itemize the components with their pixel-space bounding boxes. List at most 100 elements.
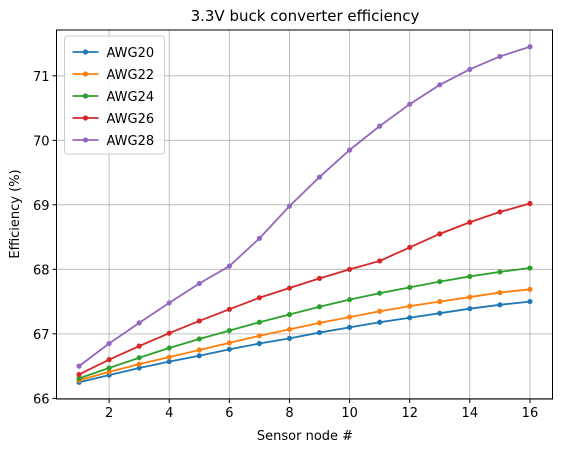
point xyxy=(256,295,263,301)
point xyxy=(527,200,533,207)
point xyxy=(166,354,172,360)
point xyxy=(316,304,323,310)
point xyxy=(407,101,413,107)
point xyxy=(166,345,172,351)
point xyxy=(136,365,142,371)
series-line xyxy=(78,267,531,380)
point xyxy=(377,123,383,129)
point xyxy=(226,328,232,334)
y-tick-label: 69 xyxy=(33,199,50,214)
point xyxy=(136,355,142,361)
point xyxy=(377,308,383,314)
legend-label: AWG26 xyxy=(107,112,155,127)
x-tick-label: 12 xyxy=(401,406,418,421)
legend-label: AWG28 xyxy=(107,134,155,149)
point xyxy=(497,289,503,296)
point xyxy=(136,320,142,326)
point xyxy=(166,300,172,306)
legend-marker xyxy=(82,115,89,121)
x-tick-label: 16 xyxy=(522,406,539,421)
point xyxy=(346,314,353,320)
point xyxy=(196,347,202,353)
legend-label: AWG24 xyxy=(107,90,155,105)
point xyxy=(527,298,533,305)
point xyxy=(196,318,202,324)
x-tick-label: 14 xyxy=(462,406,479,421)
point xyxy=(407,315,413,321)
plot-frame xyxy=(56,29,553,400)
point xyxy=(256,340,263,347)
point xyxy=(166,330,172,336)
point xyxy=(467,273,473,280)
point xyxy=(76,375,82,381)
point xyxy=(527,265,533,271)
point xyxy=(377,258,383,264)
point xyxy=(407,244,413,251)
point xyxy=(226,340,232,346)
point xyxy=(346,266,353,272)
point xyxy=(196,280,202,287)
point xyxy=(437,231,443,237)
point xyxy=(346,324,353,330)
point xyxy=(316,329,323,336)
point xyxy=(437,310,443,316)
point xyxy=(527,44,533,50)
y-axis-label: Efficiency (%) xyxy=(8,169,23,258)
point xyxy=(437,278,443,285)
point xyxy=(467,66,473,72)
point xyxy=(136,361,142,367)
point xyxy=(467,219,473,225)
point xyxy=(106,369,112,375)
point xyxy=(497,53,503,60)
point xyxy=(407,303,413,309)
point xyxy=(196,336,202,342)
legend-marker xyxy=(82,137,89,143)
point xyxy=(497,269,503,275)
y-tick-label: 71 xyxy=(33,70,50,85)
y-tick-label: 70 xyxy=(33,134,50,149)
chart-title: 3.3V buck converter efficiency xyxy=(191,7,420,25)
point xyxy=(106,365,112,371)
legend-label: AWG22 xyxy=(107,68,155,83)
x-axis-label: Sensor node # xyxy=(257,429,353,444)
point xyxy=(256,235,263,241)
point xyxy=(346,147,353,153)
x-tick-label: 6 xyxy=(225,406,233,421)
y-tick-label: 66 xyxy=(33,392,50,407)
point xyxy=(166,358,172,365)
point xyxy=(497,302,503,308)
point xyxy=(377,290,383,296)
x-tick-label: 4 xyxy=(165,406,173,421)
series-line xyxy=(78,202,531,376)
point xyxy=(286,335,293,341)
point xyxy=(76,371,82,378)
point xyxy=(286,203,293,209)
y-tick-label: 67 xyxy=(33,328,50,343)
point xyxy=(286,311,293,318)
point xyxy=(467,306,473,312)
legend-marker xyxy=(82,93,89,99)
y-tick-label: 68 xyxy=(33,263,50,278)
point xyxy=(407,284,413,290)
point xyxy=(196,353,202,359)
legend-marker xyxy=(82,71,89,77)
series-line xyxy=(78,288,531,382)
point xyxy=(527,286,533,292)
point xyxy=(256,319,263,325)
point xyxy=(467,294,473,300)
legend-box xyxy=(64,35,165,155)
point xyxy=(106,357,112,363)
series-line xyxy=(78,300,531,384)
legend-marker xyxy=(82,49,89,55)
point xyxy=(286,285,293,291)
point xyxy=(316,174,323,180)
point xyxy=(76,363,82,369)
point xyxy=(256,333,263,339)
point xyxy=(377,319,383,325)
x-tick-label: 2 xyxy=(105,406,113,421)
point xyxy=(316,275,323,281)
legend-label: AWG20 xyxy=(107,46,155,61)
point xyxy=(437,298,443,305)
x-tick-label: 8 xyxy=(285,406,293,421)
